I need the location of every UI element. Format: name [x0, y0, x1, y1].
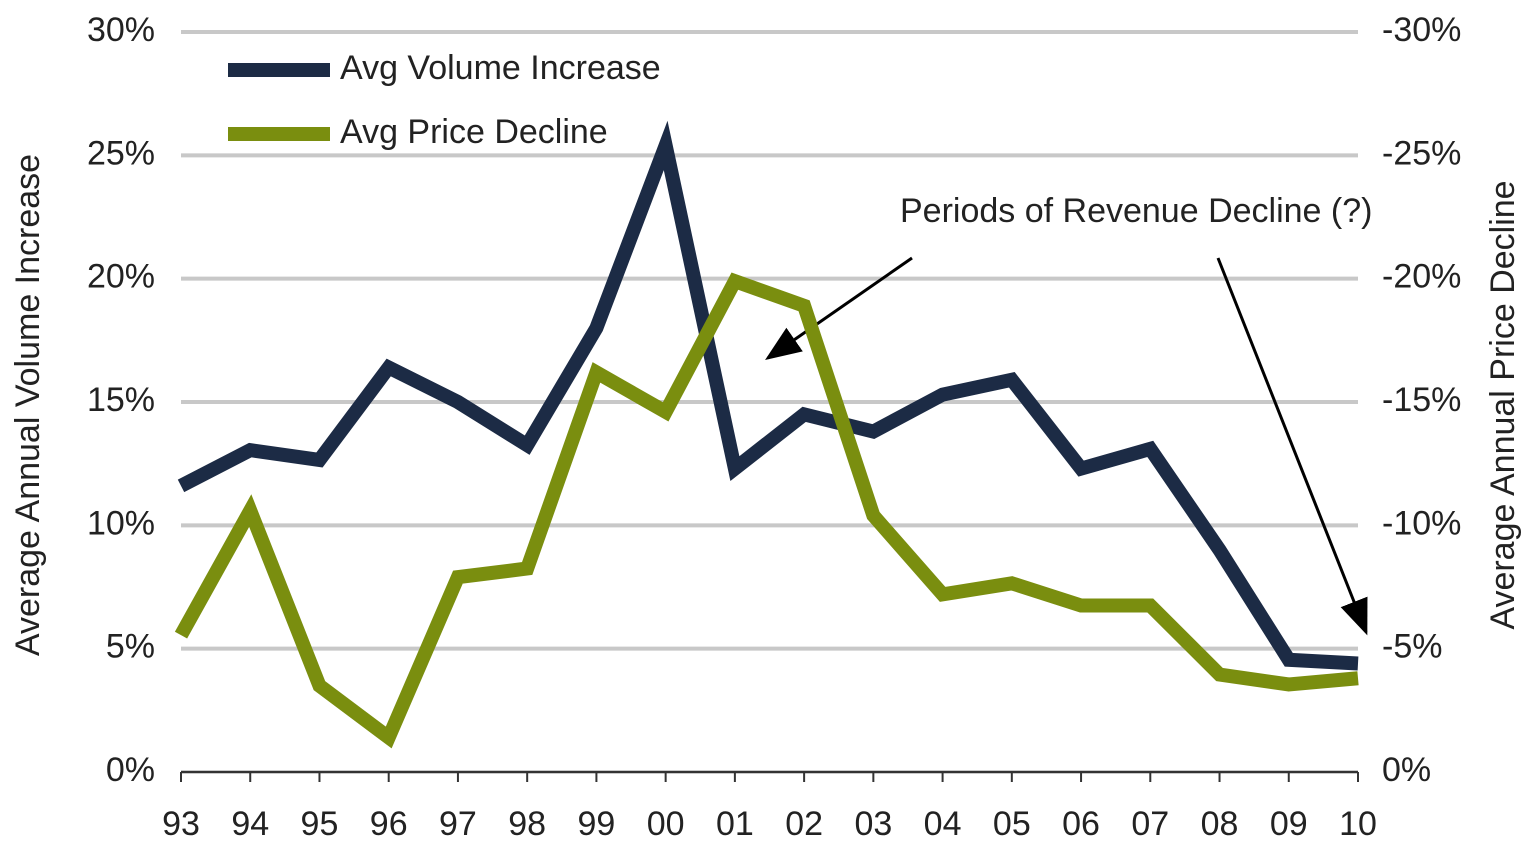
x-tick-label: 93	[162, 805, 200, 843]
legend-label: Avg Volume Increase	[340, 49, 661, 87]
y-tick-label: 30%	[87, 11, 155, 49]
y2-tick-label: -25%	[1382, 134, 1461, 172]
x-tick-label: 05	[993, 805, 1031, 843]
annotation-arrow	[765, 256, 913, 361]
y2-tick-label: -15%	[1382, 381, 1461, 419]
y-tick-label: 0%	[106, 751, 155, 789]
y2-tick-label: -20%	[1382, 258, 1461, 296]
x-tick-label: 03	[854, 805, 892, 843]
x-tick-label: 09	[1270, 805, 1308, 843]
grid	[181, 30, 1358, 774]
x-tick-label: 07	[1131, 805, 1169, 843]
x-tick-label: 04	[924, 805, 962, 843]
y-tick-label: 20%	[87, 258, 155, 296]
annotation: Periods of Revenue Decline (?)	[900, 192, 1372, 230]
legend-label: Avg Price Decline	[340, 113, 608, 151]
x-tick-label: 01	[716, 805, 754, 843]
y-tick-label: 15%	[87, 381, 155, 419]
annotation-arrow	[1216, 257, 1368, 636]
series-line	[177, 120, 1359, 671]
y2-tick-label: 0%	[1382, 751, 1431, 789]
x-tick-label: 06	[1062, 805, 1100, 843]
x-tick-label: 97	[439, 805, 477, 843]
y-tick-label: 25%	[87, 134, 155, 172]
x-tick-label: 95	[301, 805, 339, 843]
x-tick-label: 02	[785, 805, 823, 843]
y2-axis-label: Average Annual Price Decline	[1484, 180, 1522, 629]
y2-tick-label: -5%	[1382, 628, 1442, 666]
x-tick-label: 94	[231, 805, 269, 843]
x-tick-label: 00	[647, 805, 685, 843]
x-tick-label: 98	[508, 805, 546, 843]
y-tick-label: 5%	[106, 628, 155, 666]
x-tick-label: 99	[577, 805, 615, 843]
x-tick-label: 10	[1339, 805, 1377, 843]
y2-tick-label: -30%	[1382, 11, 1461, 49]
y-axis-label: Average Annual Volume Increase	[9, 154, 47, 656]
series-line	[174, 272, 1359, 749]
y2-tick-label: -10%	[1382, 504, 1461, 542]
x-tick-label: 96	[370, 805, 408, 843]
x-tick-label: 08	[1201, 805, 1239, 843]
y-tick-label: 10%	[87, 504, 155, 542]
